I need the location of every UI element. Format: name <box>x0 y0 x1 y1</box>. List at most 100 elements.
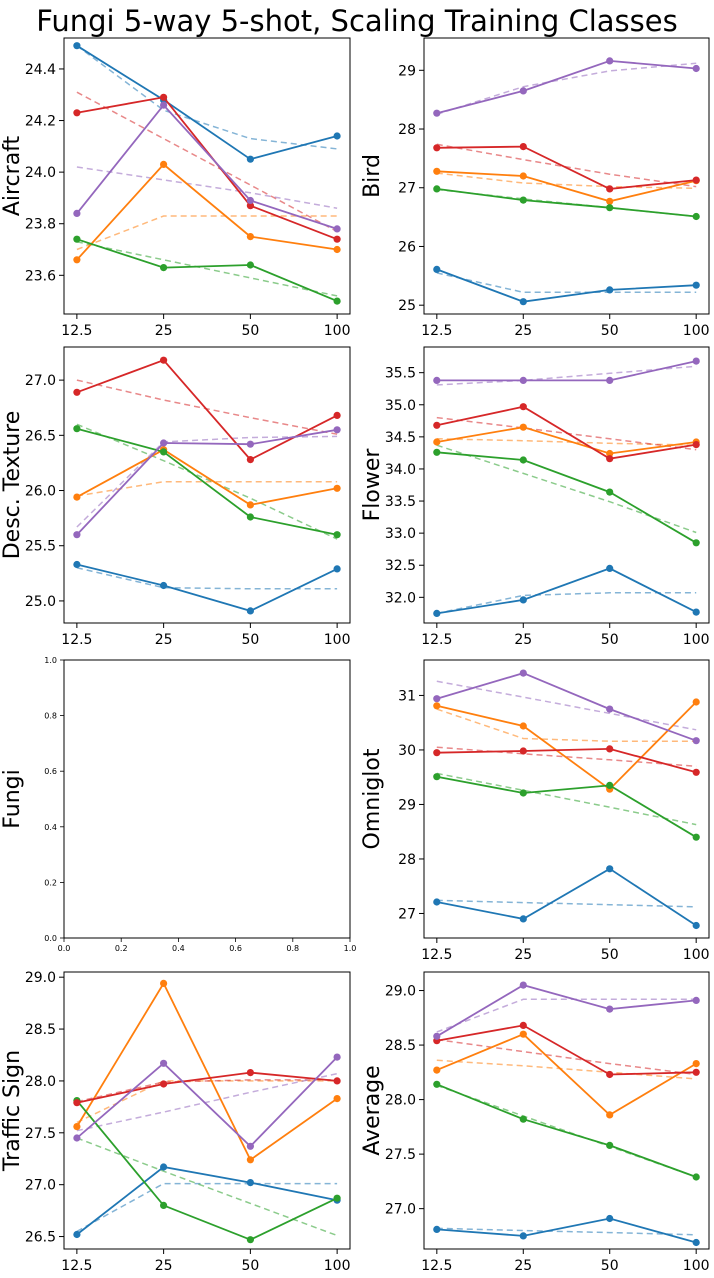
fit-line-orange <box>436 1059 697 1080</box>
data-point-green <box>692 212 700 221</box>
data-point-purple <box>333 1053 341 1061</box>
data-point-red <box>160 93 168 101</box>
y-tick-label: 27.0 <box>385 1202 416 1218</box>
data-point-red <box>246 1069 254 1077</box>
x-tick-label: 50 <box>601 947 619 963</box>
x-tick-label: 50 <box>601 632 619 648</box>
x-tick-label: 50 <box>241 632 259 648</box>
data-point-blue <box>606 865 614 873</box>
fit-line-green <box>436 772 697 826</box>
x-tick-label: 25 <box>155 1258 173 1274</box>
x-tick-label: 25 <box>155 632 173 648</box>
y-axis-label: Aircraft <box>0 135 25 216</box>
x-tick-label: 12.5 <box>421 632 452 648</box>
data-point-purple <box>606 376 614 384</box>
data-point-purple <box>73 1134 81 1142</box>
y-axis-label: Average <box>360 1065 385 1155</box>
data-point-blue <box>160 1163 168 1171</box>
x-tick-label: 25 <box>155 323 173 339</box>
data-point-green <box>160 264 168 272</box>
series-line-orange <box>76 448 338 506</box>
x-tick-label: 100 <box>683 1258 710 1274</box>
y-tick-label: 27.5 <box>385 1147 416 1163</box>
data-point-orange <box>246 501 254 509</box>
data-point-purple <box>246 1142 254 1150</box>
data-point-red <box>333 235 341 243</box>
x-tick-label: 50 <box>241 1258 259 1274</box>
series-line-purple <box>436 360 697 382</box>
data-point-red <box>606 455 614 463</box>
data-point-orange <box>433 167 441 175</box>
data-point-blue <box>246 155 254 163</box>
data-point-green <box>246 513 254 521</box>
x-tick-label: 25 <box>514 1258 532 1274</box>
y-tick-label: 27.0 <box>25 1178 56 1194</box>
y-tick-label: 0.8 <box>44 712 57 721</box>
x-tick-label: 12.5 <box>421 1258 452 1274</box>
series-line-blue <box>436 567 697 615</box>
x-tick-label: 100 <box>324 632 351 648</box>
series-line-orange <box>76 163 338 261</box>
data-point-red <box>606 185 614 193</box>
data-point-orange <box>606 197 614 205</box>
y-tick-label: 31 <box>398 688 416 704</box>
data-point-blue <box>519 298 527 306</box>
series-line-orange <box>436 170 697 203</box>
data-point-purple <box>606 1005 614 1013</box>
data-point-green <box>433 185 441 193</box>
x-tick-label: 12.5 <box>61 632 92 648</box>
x-tick-label: 12.5 <box>61 1258 92 1274</box>
series-line-green <box>436 451 697 544</box>
data-point-green <box>519 1115 527 1123</box>
plot-frame <box>423 971 710 1250</box>
plot-frame <box>423 37 710 315</box>
data-point-red <box>246 202 254 210</box>
series-line-red <box>436 747 697 774</box>
series-line-green <box>76 238 338 302</box>
y-tick-label: 23.8 <box>25 217 56 233</box>
data-point-red <box>692 441 700 449</box>
y-tick-label: 24.4 <box>25 62 56 78</box>
y-axis-label: Fungi <box>0 769 25 828</box>
fit-line-blue <box>76 45 338 150</box>
fit-line-blue <box>76 1182 338 1233</box>
fit-line-red <box>436 1038 697 1076</box>
fit-line-purple <box>436 680 697 731</box>
y-axis-label: Flower <box>360 448 385 522</box>
series-line-purple <box>436 984 697 1038</box>
data-point-blue <box>519 915 527 923</box>
series-line-blue <box>76 563 338 612</box>
series-line-blue <box>436 1217 697 1244</box>
series-line-green <box>436 188 697 218</box>
data-point-purple <box>246 196 254 205</box>
data-point-red <box>433 144 441 152</box>
data-point-green <box>246 1236 254 1244</box>
fit-line-blue <box>436 272 697 294</box>
y-tick-label: 28.0 <box>385 1093 416 1109</box>
data-point-green <box>606 488 614 496</box>
data-point-purple <box>433 1032 441 1040</box>
fit-line-green <box>436 444 697 534</box>
y-tick-label: 25 <box>398 298 416 314</box>
y-tick-label: 27 <box>398 906 416 922</box>
x-tick-label: 50 <box>601 1258 619 1274</box>
data-point-purple <box>160 101 168 109</box>
data-point-purple <box>692 737 700 745</box>
fit-line-orange <box>436 172 697 190</box>
y-tick-label: 28.5 <box>25 1022 56 1038</box>
x-tick-label: 50 <box>241 323 259 339</box>
data-point-orange <box>333 484 341 492</box>
data-point-red <box>160 356 168 364</box>
data-point-blue <box>692 921 700 930</box>
data-point-purple <box>160 1059 168 1067</box>
data-point-blue <box>692 1238 700 1247</box>
series-line-purple <box>76 428 338 536</box>
y-tick-label: 27.5 <box>25 1126 56 1142</box>
series-line-red <box>436 1024 697 1076</box>
data-point-red <box>246 456 254 464</box>
data-point-blue <box>433 898 441 906</box>
series-line-purple <box>76 103 338 230</box>
series-line-purple <box>436 59 697 115</box>
subplot-aircraft: Aircraft 23.6 23.8 24.0 24.2 24.4 12.5 25 50 100 <box>0 37 351 339</box>
